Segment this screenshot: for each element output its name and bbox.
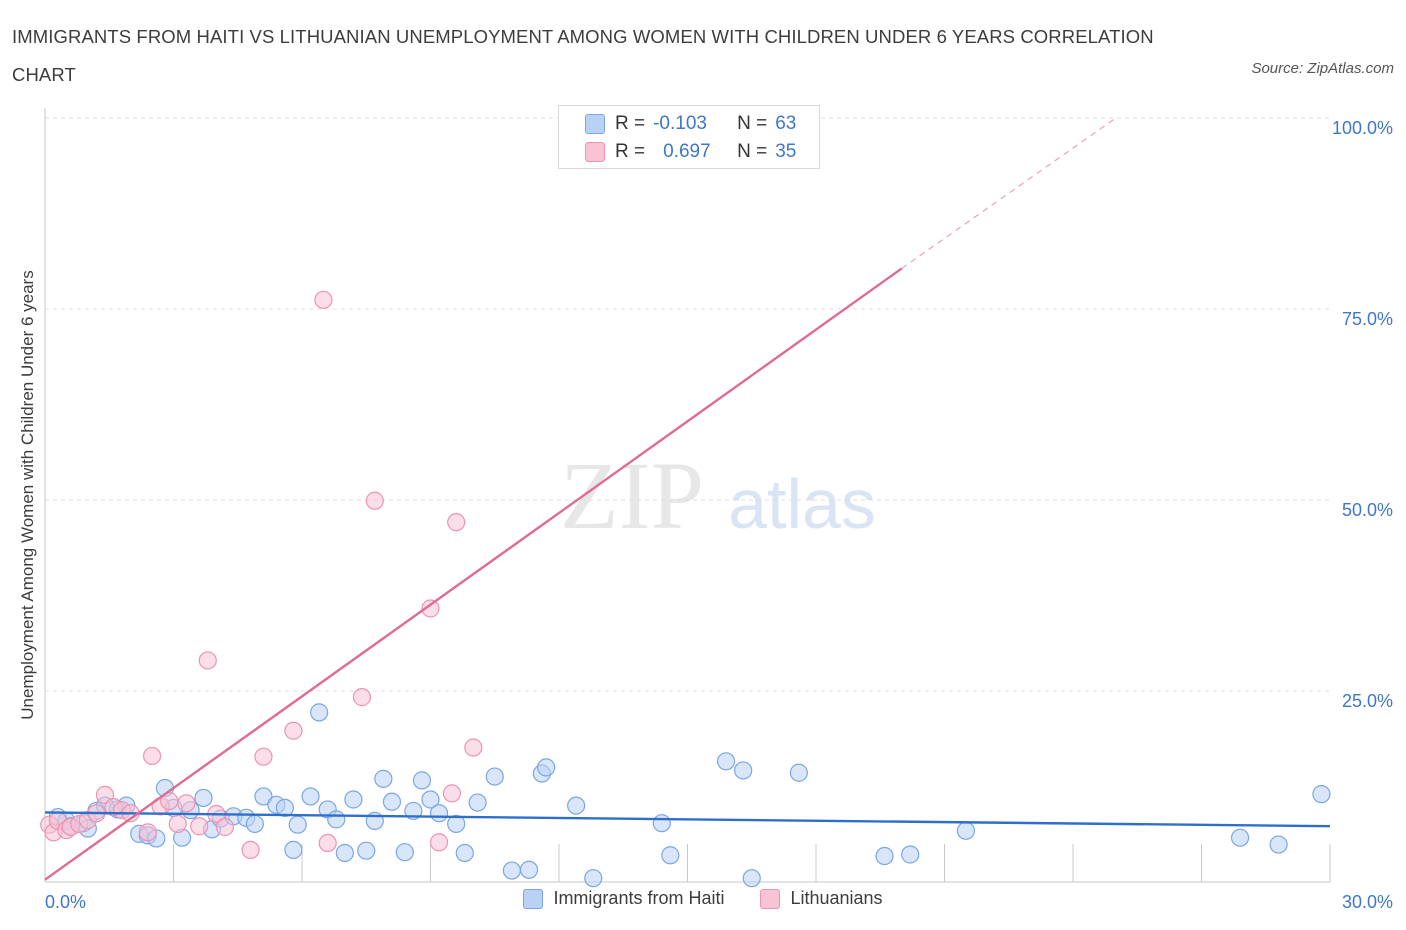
haiti-point xyxy=(661,846,680,865)
lithuanian-point xyxy=(442,784,462,803)
legend: Immigrants from Haiti Lithuanians xyxy=(0,888,1406,909)
haiti-point xyxy=(519,860,539,879)
stats-row-haiti: R = -0.103 N = 63 xyxy=(585,110,796,138)
legend-swatch-haiti xyxy=(523,888,544,909)
haiti-point xyxy=(335,843,354,863)
lithuanian-trend-line xyxy=(44,267,903,881)
haiti-point xyxy=(245,814,264,834)
lithuanian-point xyxy=(314,290,333,309)
lithuanian-point xyxy=(254,747,273,766)
chart-title: IMMIGRANTS FROM HAITI VS LITHUANIAN UNEM… xyxy=(12,26,1154,85)
haiti-point xyxy=(567,796,586,815)
lithuanian-point xyxy=(142,746,162,766)
haiti-point xyxy=(1269,835,1288,854)
legend-item-haiti[interactable]: Immigrants from Haiti xyxy=(523,888,724,909)
y-tick-label: 100.0% xyxy=(1332,118,1393,138)
haiti-point xyxy=(455,843,474,863)
watermark-atlas: atlas xyxy=(728,465,876,543)
n-value: 63 xyxy=(775,113,797,134)
lithuanian-point xyxy=(190,817,209,836)
haiti-point xyxy=(1312,785,1331,804)
haiti-point xyxy=(956,821,976,840)
lithuanian-point xyxy=(365,491,384,510)
source-label: Source: ZipAtlas.com xyxy=(1251,60,1394,77)
haiti-point xyxy=(652,814,671,833)
haiti-point xyxy=(584,869,603,888)
legend-swatch-lithuanians xyxy=(760,888,781,909)
stats-row-lithuanians: R = 0.697 N = 35 xyxy=(585,138,796,166)
haiti-point xyxy=(382,792,402,811)
n-label: N = xyxy=(737,141,768,162)
haiti-point xyxy=(502,861,521,880)
lithuanian-point xyxy=(318,833,337,853)
lithuanian-point xyxy=(352,688,372,707)
haiti-point xyxy=(421,790,440,809)
haiti-point xyxy=(742,869,761,888)
haiti-point xyxy=(301,787,320,806)
x-tick-label: 30.0% xyxy=(1342,892,1393,912)
haiti-point xyxy=(288,815,307,834)
x-tick-label: 0.0% xyxy=(45,892,86,912)
haiti-point xyxy=(1230,828,1250,847)
lithuanian-point xyxy=(215,817,234,837)
lithuanian-point xyxy=(464,738,483,757)
haiti-point xyxy=(537,758,556,777)
haiti-trend-line xyxy=(44,811,1331,828)
haiti-point xyxy=(468,793,487,812)
haiti-point xyxy=(357,841,376,860)
haiti-point xyxy=(789,763,808,782)
y-tick-label: 25.0% xyxy=(1342,691,1393,711)
y-tick-label: 75.0% xyxy=(1342,309,1393,329)
haiti-point xyxy=(275,798,294,817)
r-label: R = xyxy=(615,113,646,134)
r-value: 0.697 xyxy=(663,141,711,162)
haiti-point xyxy=(254,787,273,806)
lithuanian-point xyxy=(177,794,196,813)
n-value: 35 xyxy=(775,141,797,162)
haiti-point xyxy=(901,845,920,864)
lithuanian-point xyxy=(138,823,157,842)
lithuanian-point xyxy=(198,651,217,670)
stats-legend: R = -0.103 N = 63 R = 0.697 N = 35 xyxy=(558,105,820,169)
legend-item-lithuanians[interactable]: Lithuanians xyxy=(760,888,883,909)
lithuanian-point xyxy=(241,840,260,860)
stats-swatch-lithuanians xyxy=(585,142,605,162)
stats-swatch-haiti xyxy=(585,114,605,134)
lithuanian-point xyxy=(447,513,466,532)
legend-label-lithuanians: Lithuanians xyxy=(790,888,883,908)
haiti-point xyxy=(429,804,449,823)
y-tick-label: 50.0% xyxy=(1342,500,1393,520)
haiti-point xyxy=(284,840,303,860)
lithuanian-point xyxy=(168,814,187,834)
haiti-point xyxy=(310,703,329,722)
r-value: -0.103 xyxy=(653,113,707,134)
n-label: N = xyxy=(737,113,768,134)
haiti-point xyxy=(716,752,736,771)
haiti-point xyxy=(194,788,213,808)
haiti-point xyxy=(395,843,414,862)
haiti-point xyxy=(344,790,363,809)
lithuanian-point xyxy=(429,833,449,852)
haiti-point xyxy=(412,771,432,790)
legend-label-haiti: Immigrants from Haiti xyxy=(553,888,725,908)
lithuanian-trend-extension xyxy=(901,117,1117,269)
haiti-point xyxy=(374,769,393,788)
haiti-point xyxy=(485,767,504,786)
lithuanian-point xyxy=(421,599,440,618)
haiti-point xyxy=(875,846,894,866)
haiti-point xyxy=(447,814,466,834)
haiti-point xyxy=(734,761,753,780)
haiti-point xyxy=(327,810,346,829)
lithuanian-point xyxy=(284,721,303,740)
r-label: R = xyxy=(615,141,646,162)
